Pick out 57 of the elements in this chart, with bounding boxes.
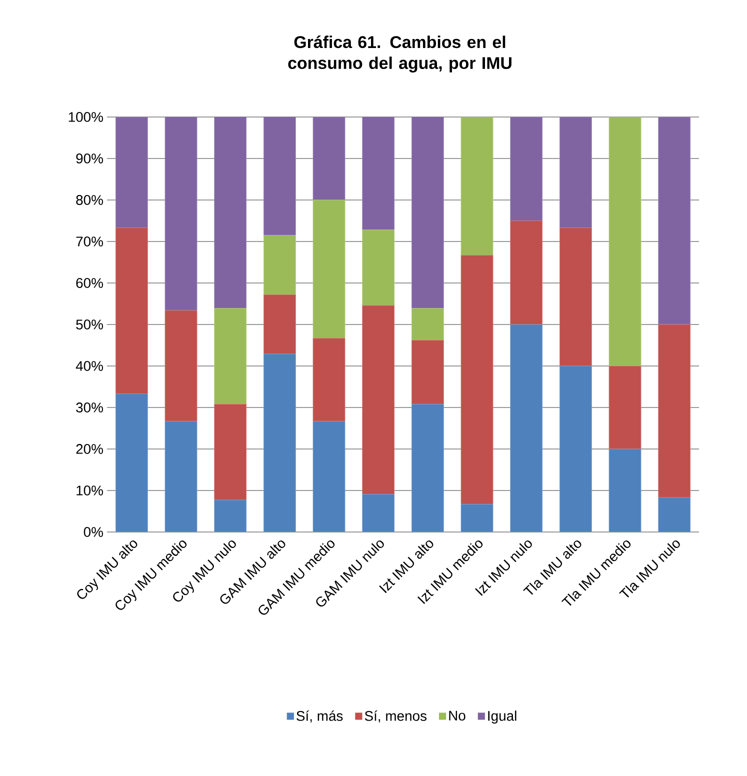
bar — [362, 494, 394, 532]
bar — [411, 340, 444, 404]
bar — [608, 116, 642, 366]
bar — [214, 500, 246, 532]
y-tick-label: 70% — [76, 236, 103, 246]
bar — [362, 230, 395, 306]
bar — [461, 504, 494, 532]
legend-label: No — [449, 710, 466, 721]
bar — [510, 116, 543, 221]
bar — [411, 116, 444, 309]
bar — [412, 404, 444, 532]
bar — [164, 310, 198, 422]
bar — [263, 116, 296, 236]
bar — [658, 497, 691, 532]
bar — [312, 116, 346, 200]
bar — [609, 448, 642, 532]
bar — [264, 354, 296, 532]
legend-label: Igual — [488, 710, 516, 724]
bar — [510, 220, 543, 325]
bar — [214, 308, 247, 404]
bar — [608, 366, 642, 450]
bar — [460, 254, 494, 504]
bar — [510, 324, 542, 532]
bar — [411, 308, 444, 340]
y-tick-label: 30% — [76, 402, 103, 412]
y-tick-label: 100% — [68, 112, 103, 122]
y-tick-label: 80% — [76, 195, 103, 205]
bar — [559, 228, 592, 366]
legend-label: Sí, más — [296, 710, 343, 723]
bar — [312, 200, 346, 338]
bar — [362, 116, 395, 230]
y-tick-label: 90% — [76, 154, 103, 164]
bar — [312, 338, 346, 422]
legend-label: Sí, menos — [364, 710, 427, 723]
bar — [313, 421, 346, 532]
bar — [560, 366, 592, 532]
y-tick-label: 0% — [84, 527, 103, 537]
bar — [263, 294, 296, 354]
bar — [658, 116, 691, 325]
bar — [116, 394, 148, 532]
bar — [362, 305, 395, 494]
y-tick-label: 50% — [76, 320, 103, 330]
y-tick-label: 20% — [76, 444, 103, 454]
y-tick-label: 40% — [76, 361, 103, 371]
bar — [214, 116, 247, 309]
bar — [658, 324, 691, 498]
bar — [460, 116, 494, 256]
y-tick-label: 10% — [76, 486, 103, 496]
bar — [115, 116, 148, 228]
bar — [115, 228, 148, 394]
bar — [165, 421, 198, 532]
bar — [214, 404, 247, 500]
chart-title: Gráfica 61. Cambios en el consumo del agua, por IMU — [288, 36, 512, 72]
bar — [263, 235, 296, 295]
bar — [559, 116, 592, 228]
y-tick-label: 60% — [76, 278, 103, 288]
bar — [164, 116, 198, 311]
